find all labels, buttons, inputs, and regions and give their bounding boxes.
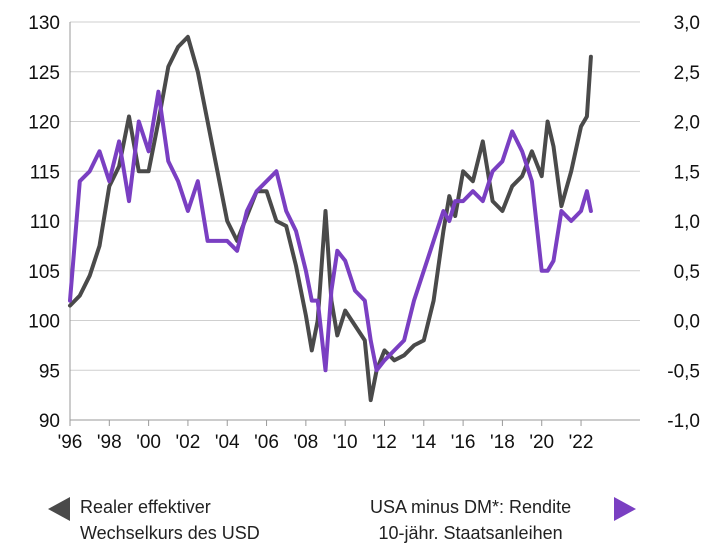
x-tick-label: '12 — [372, 432, 397, 453]
right-tick-label: -1,0 — [667, 411, 700, 432]
x-tick-label: '22 — [569, 432, 594, 453]
left-tick-label: 105 — [28, 262, 60, 283]
legend-left-line2: Wechselkurs des USD — [80, 523, 260, 543]
right-tick-label: 1,5 — [674, 162, 700, 183]
left-tick-label: 90 — [39, 411, 60, 432]
right-tick-label: 0,5 — [674, 262, 700, 283]
left-tick-label: 130 — [28, 13, 60, 34]
right-tick-label: 1,0 — [674, 212, 700, 233]
axes — [69, 22, 640, 421]
left-axis-ticks: 90 95 100 105 110 115 120 125 130 — [28, 13, 60, 432]
x-tick-label: '18 — [490, 432, 515, 453]
right-tick-label: -0,5 — [667, 361, 700, 382]
legend-right: USA minus DM*: Rendite 10-jähr. Staatsan… — [370, 494, 571, 546]
x-tick-label: '10 — [333, 432, 358, 453]
x-tick-label: '08 — [293, 432, 318, 453]
x-tick-label: '14 — [411, 432, 436, 453]
legend-right-line1: USA minus DM*: Rendite — [370, 497, 572, 517]
right-tick-label: 2,0 — [674, 113, 700, 134]
x-tick-label: '98 — [97, 432, 122, 453]
dual-axis-line-chart: 90 95 100 105 110 115 120 125 130 -1,0 -0,5 0,0 0,5… — [28, 13, 700, 453]
left-tick-label: 125 — [28, 63, 60, 84]
left-tick-label: 115 — [30, 162, 60, 183]
x-tick-label: '16 — [451, 432, 476, 453]
x-axis-ticks: '96 '98 '00 '02 '04 '06 '08 '10 '12 '14 '16 '18 '20 '… — [58, 420, 594, 453]
right-tick-label: 2,5 — [674, 63, 700, 84]
left-tick-label: 120 — [28, 113, 60, 134]
series-line-usd-exchange-rate — [68, 34, 593, 403]
left-arrow-icon — [48, 497, 70, 521]
left-tick-label: 95 — [39, 361, 60, 382]
x-tick-label: '00 — [136, 432, 161, 453]
left-tick-label: 110 — [30, 212, 60, 233]
x-tick-label: '02 — [176, 432, 201, 453]
right-tick-label: 3,0 — [674, 13, 700, 34]
legend-left-line1: Realer effektiver — [80, 497, 211, 517]
x-tick-label: '06 — [254, 432, 279, 453]
series-line-yield-spread — [68, 89, 593, 373]
series-layer — [68, 34, 593, 403]
x-tick-label: '04 — [215, 432, 240, 453]
right-tick-label: 0,0 — [674, 312, 700, 333]
left-tick-label: 100 — [28, 312, 60, 333]
right-arrow-icon — [614, 497, 636, 521]
x-tick-label: '96 — [58, 432, 83, 453]
right-axis-ticks: -1,0 -0,5 0,0 0,5 1,0 1,5 2,0 2,5 3,0 — [667, 13, 700, 432]
grid-lines — [70, 21, 640, 421]
legend-right-line2: 10-jähr. Staatsanleihen — [378, 523, 563, 543]
x-tick-label: '20 — [529, 432, 554, 453]
legend-left: Realer effektiver Wechselkurs des USD — [80, 494, 260, 546]
